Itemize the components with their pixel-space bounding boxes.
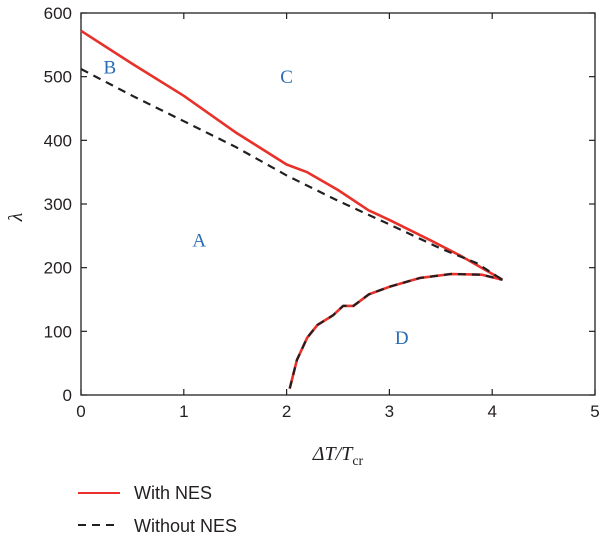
x-axis-title: ΔT/Tcr xyxy=(312,443,364,469)
series-without-nes-line-0 xyxy=(80,68,504,281)
legend: With NES Without NES xyxy=(78,483,237,536)
region-label-d: D xyxy=(395,328,409,349)
x-axis-title-main: ΔT/T xyxy=(312,443,354,465)
x-tick-label: 1 xyxy=(179,402,188,421)
y-tick-label: 600 xyxy=(44,4,72,23)
region-labels: A B C D xyxy=(103,57,408,349)
series-without-nes-line-1 xyxy=(288,272,503,389)
y-tick-label: 400 xyxy=(44,131,72,150)
series-with-nes-line-0 xyxy=(80,29,504,281)
x-tick-label: 0 xyxy=(76,402,85,421)
x-tick-label: 4 xyxy=(487,402,496,421)
y-tick-label: 0 xyxy=(63,386,72,405)
x-axis-title-sub: cr xyxy=(352,454,363,469)
y-tick-label: 300 xyxy=(44,195,72,214)
axis-ticks: 0 1 2 3 4 5 0 100 200 300 400 500 600 xyxy=(44,4,600,421)
legend-label-without-nes: Without NES xyxy=(134,516,237,536)
y-tick-label: 200 xyxy=(44,259,72,278)
region-label-b: B xyxy=(103,57,116,78)
region-label-a: A xyxy=(192,231,206,252)
plot-frame xyxy=(80,12,596,396)
region-label-c: C xyxy=(280,67,293,88)
x-tick-label: 5 xyxy=(590,402,599,421)
plot-border xyxy=(80,12,596,396)
y-tick-label: 500 xyxy=(44,68,72,87)
series-layer xyxy=(80,29,504,389)
y-axis-title: λ xyxy=(5,212,27,222)
legend-label-with-nes: With NES xyxy=(134,483,212,503)
x-tick-label: 2 xyxy=(282,402,291,421)
x-tick-label: 3 xyxy=(385,402,394,421)
y-tick-label: 100 xyxy=(44,322,72,341)
